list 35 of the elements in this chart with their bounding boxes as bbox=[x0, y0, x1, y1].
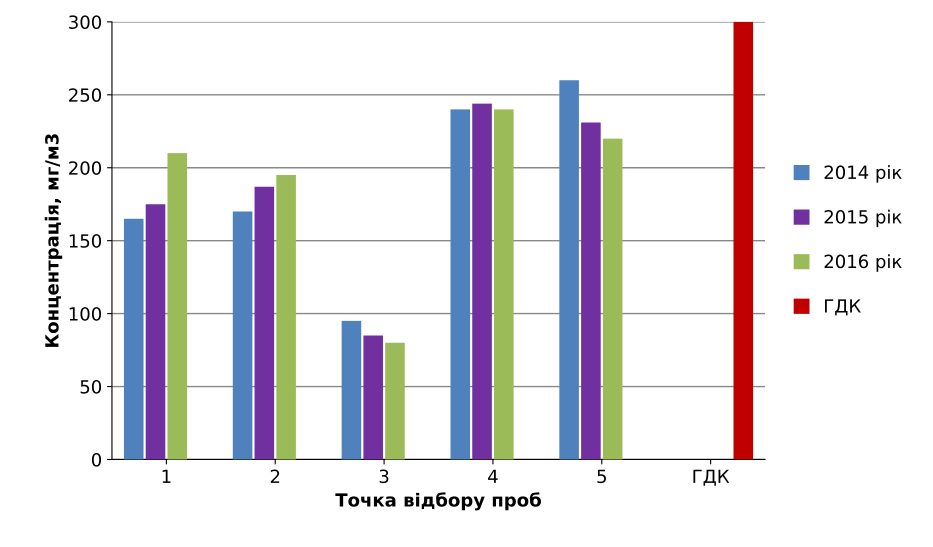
y-tick-label: 300 bbox=[69, 15, 102, 29]
bar bbox=[146, 204, 166, 460]
bar bbox=[254, 186, 274, 460]
x-tick-label: ГДК bbox=[693, 470, 730, 486]
y-tick-label: 100 bbox=[70, 307, 102, 321]
y-tick-label: 50 bbox=[80, 380, 102, 394]
y-tick-label: 0 bbox=[92, 452, 102, 467]
x-tick-label: 3 bbox=[380, 470, 388, 484]
y-tick-label: 250 bbox=[69, 88, 102, 102]
x-tick-label: 4 bbox=[488, 470, 498, 483]
bar bbox=[602, 138, 622, 460]
bar bbox=[581, 122, 601, 460]
bar bbox=[276, 175, 296, 460]
bar bbox=[124, 218, 144, 460]
x-tick-label: 1 bbox=[162, 470, 170, 483]
bar bbox=[733, 22, 754, 460]
y-tick-label: 150 bbox=[70, 234, 102, 248]
x-axis-title: Точка відбору проб bbox=[335, 492, 541, 510]
bar bbox=[559, 80, 579, 460]
x-tick-label: 2 bbox=[270, 470, 280, 483]
bar bbox=[232, 212, 252, 460]
bar bbox=[363, 335, 383, 460]
bar bbox=[167, 153, 188, 460]
bar bbox=[450, 109, 470, 460]
bar bbox=[385, 342, 405, 460]
legend-label: 2014 рік bbox=[824, 165, 902, 183]
legend-label: 2016 рік bbox=[824, 254, 902, 272]
bar bbox=[342, 320, 362, 460]
x-tick-label: 5 bbox=[597, 470, 606, 484]
legend-label: ГДК bbox=[825, 299, 861, 316]
legend-label: 2015 рік bbox=[824, 210, 902, 228]
y-tick-label: 200 bbox=[69, 161, 102, 175]
bar bbox=[494, 109, 514, 460]
bar bbox=[472, 104, 492, 460]
y-axis-title: Концентрація, мг/м3 bbox=[44, 134, 62, 347]
